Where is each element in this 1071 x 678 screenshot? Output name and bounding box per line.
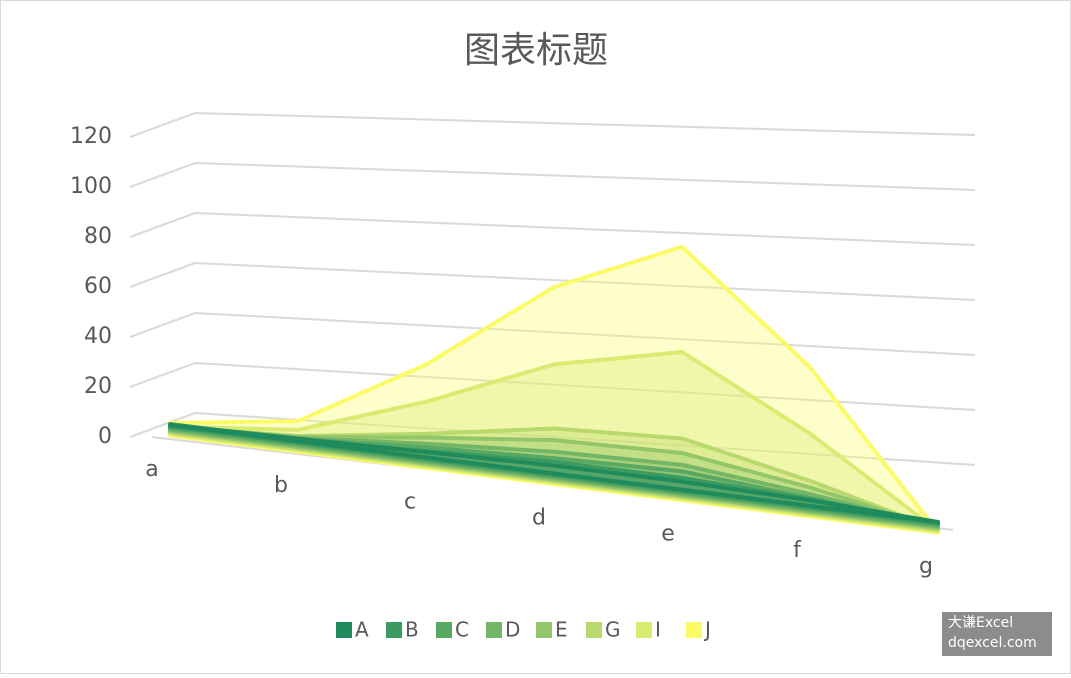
x-tick-label: d xyxy=(532,506,546,531)
y-tick-label: 40 xyxy=(84,324,112,349)
x-tick-label: f xyxy=(793,538,802,563)
area xyxy=(168,423,940,524)
legend-label: J xyxy=(703,618,711,642)
y-tick-label: 60 xyxy=(84,274,112,299)
legend-label: A xyxy=(355,618,369,642)
legend-label: D xyxy=(505,618,520,642)
y-tick-label: 20 xyxy=(84,374,112,399)
x-tick-label: c xyxy=(404,489,416,514)
legend-label: B xyxy=(405,618,419,642)
grid-line xyxy=(129,161,976,191)
y-tick-label: 100 xyxy=(70,174,112,199)
grid-line xyxy=(129,111,976,138)
x-tick-label: a xyxy=(145,457,158,482)
legend-swatch xyxy=(686,622,702,638)
grid-line xyxy=(129,261,976,301)
legend-label: G xyxy=(605,618,621,642)
legend-swatch xyxy=(586,622,602,638)
grid-line xyxy=(129,211,976,246)
legend-swatch xyxy=(536,622,552,638)
grid-line xyxy=(129,311,976,356)
legend-swatch xyxy=(386,622,402,638)
legend-swatch xyxy=(436,622,452,638)
watermark: 大谦Excel xyxy=(948,615,1013,631)
legend-swatch xyxy=(486,622,502,638)
watermark-box xyxy=(942,612,1052,656)
y-tick-label: 80 xyxy=(84,224,112,249)
y-tick-label: 120 xyxy=(70,124,112,149)
chart-title: 图表标题 xyxy=(464,30,608,71)
x-tick-label: e xyxy=(661,522,675,547)
legend-label: E xyxy=(555,618,568,642)
x-tick-label: g xyxy=(919,554,933,579)
y-tick-label: 0 xyxy=(98,424,112,449)
grid-line xyxy=(129,361,976,411)
watermark: dqexcel.com xyxy=(948,635,1037,651)
legend-label: I xyxy=(655,618,661,642)
legend-label: C xyxy=(455,618,469,642)
legend-swatch xyxy=(636,622,652,638)
x-tick-label: b xyxy=(274,473,288,498)
legend-swatch xyxy=(336,622,352,638)
